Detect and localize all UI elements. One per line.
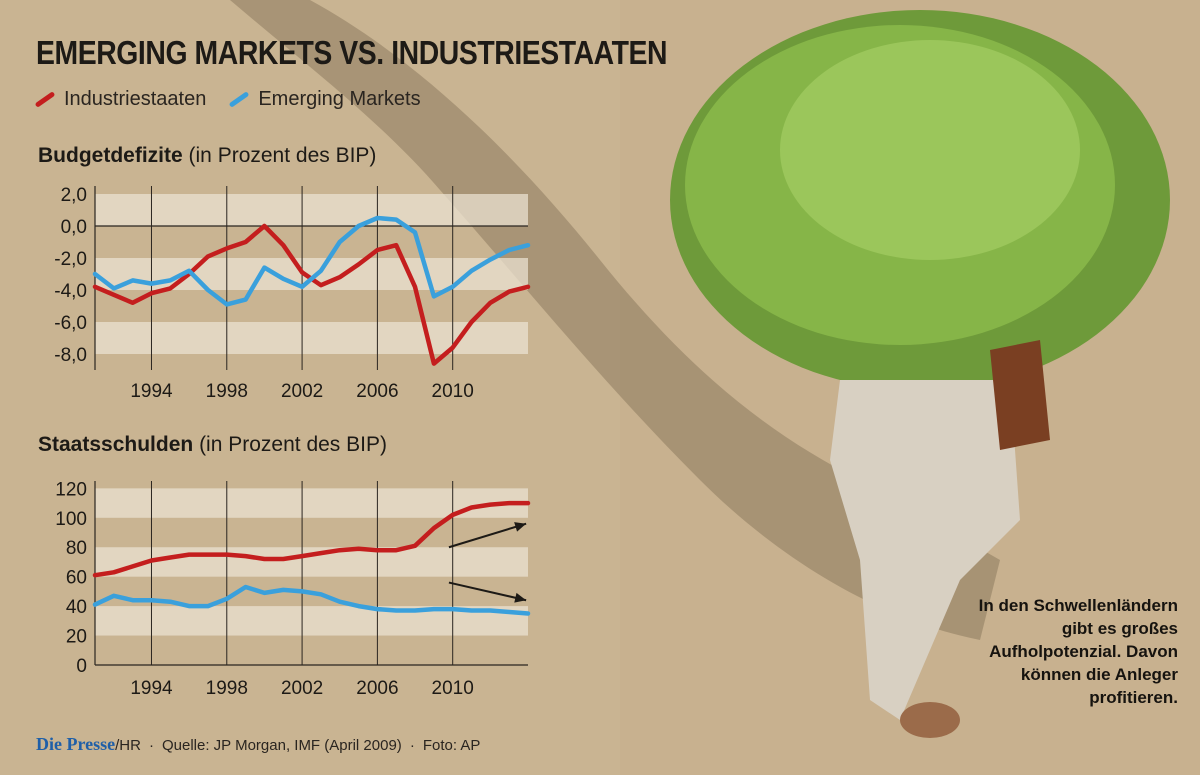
y-tick-label: -8,0: [54, 345, 87, 366]
separator-dot: ·: [148, 737, 154, 754]
x-tick-label: 2002: [281, 381, 323, 402]
brand-suffix: /HR: [115, 737, 141, 754]
legend-item-emerging-markets: Emerging Markets: [228, 88, 421, 111]
x-tick-label: 2010: [432, 678, 474, 699]
debt-title-bold: Staatsschulden: [38, 433, 194, 456]
trend-arrow-head: [514, 522, 527, 532]
trend-arrow-line: [448, 522, 527, 549]
y-tick-label: -6,0: [54, 313, 87, 334]
x-tick-label: 1998: [206, 381, 248, 402]
photo-caption: In den Schwellenländern gibt es großes A…: [978, 596, 1178, 707]
person-figure: [830, 380, 1020, 720]
x-tick-label: 1998: [206, 678, 248, 699]
y-tick-label: 0: [76, 656, 87, 677]
legend: Industriestaaten Emerging Markets: [34, 88, 443, 111]
budget-subtitle: (in Prozent des BIP): [188, 144, 377, 167]
legend-label: Industriestaaten: [64, 88, 207, 110]
legend-item-industriestaaten: Industriestaaten: [34, 88, 206, 111]
photo-credit: Foto: AP: [422, 737, 481, 754]
grid-band: [95, 488, 528, 518]
trend-arrow-head: [514, 592, 527, 603]
y-tick-label: 100: [55, 509, 87, 530]
grid-band: [95, 322, 528, 354]
debt-chart-title: Staatsschulden (in Prozent des BIP): [38, 433, 387, 457]
budget-deficit-chart: 2,0 0,0 -2,0 -4,0 -6,0 -8,0 1994 1998 2002 2006 20…: [54, 185, 531, 402]
x-tick-label: 2002: [281, 678, 323, 699]
brand-logo: Die Presse: [36, 734, 116, 754]
separator-dot: ·: [409, 737, 415, 754]
grid-band: [95, 547, 528, 577]
x-tick-label: 1994: [130, 678, 173, 699]
trend-arrow-line: [448, 581, 527, 602]
y-tick-label: 60: [66, 568, 87, 589]
public-debt-chart: 120 100 80 60 40 20 0 1994 1998 2002 2006 2010: [55, 479, 531, 699]
y-tick-label: 0,0: [61, 217, 87, 238]
series-line: [92, 215, 531, 307]
x-tick-label: 2010: [432, 381, 474, 402]
x-tick-label: 2006: [356, 678, 398, 699]
x-tick-label: 1994: [130, 381, 173, 402]
y-tick-label: 80: [66, 538, 87, 559]
y-tick-label: -2,0: [54, 249, 87, 270]
y-tick-label: 120: [55, 479, 87, 500]
footer: Die Presse /HR · Quelle: JP Morgan, IMF …: [36, 734, 480, 755]
y-tick-label: 2,0: [61, 185, 87, 206]
y-tick-label: -4,0: [54, 281, 87, 302]
source-text: Quelle: JP Morgan, IMF (April 2009): [161, 737, 402, 754]
y-tick-label: 20: [66, 627, 87, 648]
y-tick-label: 40: [66, 597, 87, 618]
debt-subtitle: (in Prozent des BIP): [199, 433, 387, 456]
grid-band: [95, 194, 528, 226]
chart-title: EMERGING MARKETS VS. INDUSTRIESTAATEN: [36, 34, 668, 71]
budget-chart-title: Budgetdefizite (in Prozent des BIP): [38, 144, 376, 168]
legend-label: Emerging Markets: [258, 88, 421, 110]
x-tick-label: 2006: [356, 381, 398, 402]
series-line: [92, 584, 531, 616]
budget-title-bold: Budgetdefizite: [38, 144, 183, 167]
series-line: [92, 500, 531, 578]
shadow-shape: [230, 0, 1000, 640]
